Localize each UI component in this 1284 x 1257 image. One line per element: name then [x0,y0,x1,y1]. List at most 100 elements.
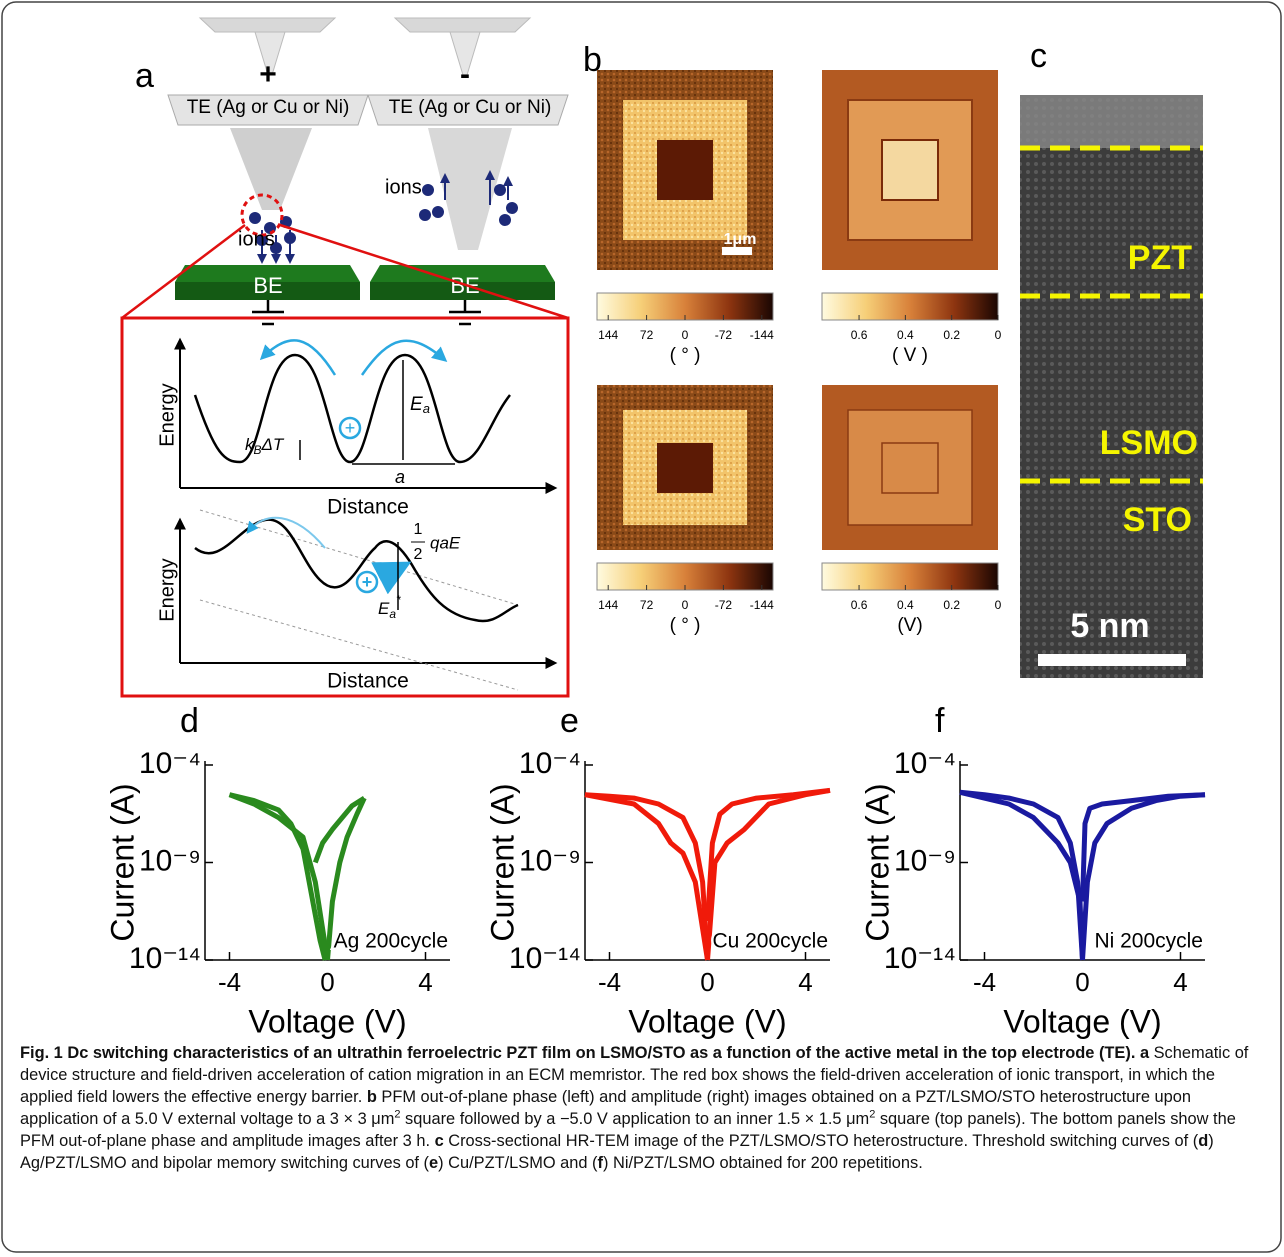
x-tick-label: 4 [418,967,432,997]
afm-image [882,140,938,200]
x-tick-label: -4 [218,967,241,997]
chart: e10⁻¹⁴10⁻⁹10⁻⁴-404Voltage (V)Current (A)… [484,702,830,1039]
colorbar-tick-label: 72 [640,328,654,342]
colorbar-tick-label: 0 [682,328,689,342]
y-tick-label: 10⁻⁹ [519,844,581,877]
layer-label: PZT [1128,239,1192,277]
te-label: TE (Ag or Cu or Ni) [187,97,350,118]
page: a + - TE (Ag or Cu or Ni) TE (Ag or Cu o… [0,0,1284,1257]
x-tick-label: 4 [798,967,812,997]
caption-text: d [1198,1132,1208,1150]
panel-c: c PZT LSMO STO 5 nm [1020,37,1203,678]
y-label: Current (A) [859,783,895,941]
colorbar-tick-label: 0.2 [943,328,960,342]
afm-image [657,443,713,493]
colorbar-tick-label: 144 [598,598,618,612]
colorbar-tick-label: 0.4 [897,598,914,612]
colorbar-tick-label: 0 [682,598,689,612]
x-tick-label: 0 [700,967,714,997]
curve [585,795,708,960]
scale-label: 1μm [724,231,757,248]
caption-text: ) Ni/PZT/LSMO obtained for 200 repetitio… [603,1154,923,1172]
colorbar-unit: (V) [897,615,922,636]
math-label: 1 [414,521,423,538]
layer-label: STO [1123,501,1192,539]
tip-sign: + [259,58,277,91]
colorbar-tick-label: 144 [598,328,618,342]
colorbar-tick-label: -144 [750,598,774,612]
math-label: kBΔT [245,435,285,457]
panel-a: a + - TE (Ag or Cu or Ni) TE (Ag or Cu o… [122,18,568,696]
curve [315,798,364,862]
tem-image [1020,95,1203,148]
annotation: Cu 200cycle [712,930,828,953]
y-tick-label: 10⁻¹⁴ [884,942,956,975]
x-label: Voltage (V) [248,1003,406,1039]
x-tick-label: -4 [973,967,996,997]
panel-label: f [935,702,945,740]
colorbar-tick-label: -72 [715,328,733,342]
annotation: Ni 200cycle [1094,930,1203,953]
math-label: a [395,467,405,487]
y-label: Energy [156,558,178,621]
panel-label: c [1030,37,1047,75]
tip [395,18,530,32]
math-label: Ea [410,394,430,416]
y-tick-label: 10⁻⁴ [139,747,201,780]
afm-image [882,443,938,493]
colorbar-tick-label: 0.6 [851,328,868,342]
panel-label: a [135,57,154,95]
annotation: Ag 200cycle [334,930,448,953]
y-tick-label: 10⁻¹⁴ [129,942,201,975]
colorbar-tick-label: 0 [995,598,1002,612]
caption-text: Cross-sectional HR-TEM image of the PZT/… [444,1132,1199,1150]
curve [1083,795,1206,902]
scale-label: 5 nm [1070,607,1149,645]
colorbar-tick-label: 72 [640,598,654,612]
colorbar-tick-label: -144 [750,328,774,342]
colorbar-unit: ( V ) [892,345,928,366]
y-tick-label: 10⁻⁴ [894,747,956,780]
curve [708,790,831,921]
panel-label: e [560,702,579,740]
colorbar-tick-label: 0.4 [897,328,914,342]
caption-text: a [1140,1044,1149,1062]
panel-b: b 1μm 144720-72-144( ° )0.60.40.20( V )1… [583,41,1002,636]
tip-sign: - [460,58,470,91]
ions-label: ions [385,176,422,198]
x-tick-label: 0 [1075,967,1089,997]
colorbar-tick-label: 0.6 [851,598,868,612]
y-tick-label: 10⁻¹⁴ [509,942,581,975]
energy-plot: + Energy Distance kBΔT Ea a [156,340,555,519]
scale-bar [1038,654,1186,666]
x-label: Distance [327,670,409,693]
colorbar-tick-label: -72 [715,598,733,612]
y-label: Current (A) [484,783,520,941]
y-label: Current (A) [104,783,140,941]
math-label: 2 [414,546,423,563]
x-tick-label: 0 [320,967,334,997]
caption: Fig. 1 Dc switching characteristics of a… [20,1042,1266,1174]
colorbar-tick-label: 0 [995,328,1002,342]
caption-text: ) Cu/PZT/LSMO and ( [438,1154,597,1172]
x-label: Voltage (V) [628,1003,786,1039]
x-tick-label: -4 [598,967,621,997]
te-label: TE (Ag or Cu or Ni) [389,97,552,118]
colorbar-unit: ( ° ) [670,615,701,636]
energy-plot: + 1 2 qaE Ea* Energy Distance [156,510,555,693]
svg-text:+: + [362,572,373,592]
svg-text:+: + [345,418,356,438]
curve [230,795,328,960]
layer-label: LSMO [1100,424,1198,462]
tip [200,18,335,32]
curve [960,792,1083,960]
caption-text: c [435,1132,444,1150]
x-tick-label: 4 [1173,967,1187,997]
x-label: Distance [327,496,409,519]
colorbar-tick-label: 0.2 [943,598,960,612]
be-label: BE [253,273,282,298]
tem-image [1020,95,1203,678]
caption-text: b [367,1088,377,1106]
